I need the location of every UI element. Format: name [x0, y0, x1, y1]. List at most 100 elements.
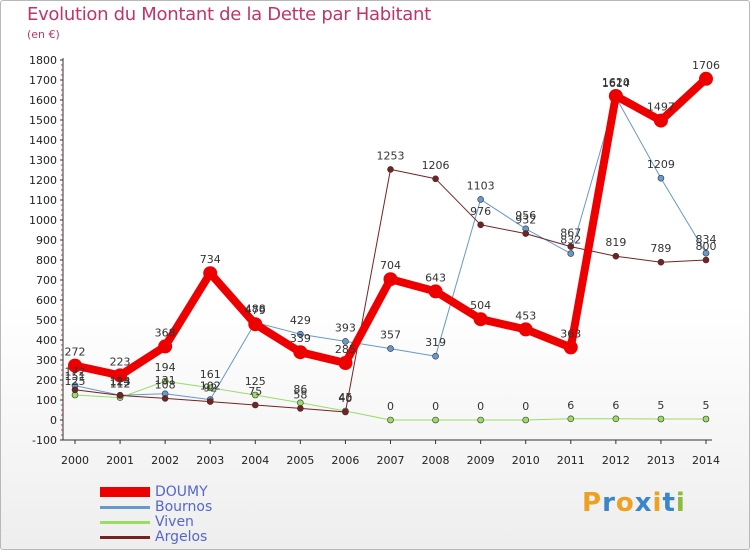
data-point-doumy [473, 312, 488, 327]
y-tick-label: 1400 [29, 134, 57, 147]
data-point-doumy [248, 317, 263, 332]
x-tick-label: 2000 [61, 454, 89, 467]
data-point-viven [567, 415, 575, 423]
data-point-viven [251, 391, 259, 399]
y-tick-label: 300 [36, 354, 57, 367]
data-label-doumy: 363 [560, 327, 581, 340]
data-label-viven: 125 [245, 375, 266, 388]
data-label-doumy: 1620 [602, 76, 630, 89]
legend-swatch [100, 505, 150, 509]
data-label-bournos: 1103 [467, 179, 495, 192]
data-label-doumy: 479 [245, 304, 266, 317]
logo-letter: t [662, 488, 676, 518]
data-label-doumy: 223 [110, 355, 131, 368]
y-tick-label: 1200 [29, 174, 57, 187]
y-tick-label: 200 [36, 374, 57, 387]
data-label-argelos: 123 [110, 375, 131, 388]
x-tick-label: 2007 [377, 454, 405, 467]
x-tick-label: 2003 [196, 454, 224, 467]
data-label-viven: 45 [338, 391, 352, 404]
legend-swatch [100, 535, 150, 539]
data-point-viven [612, 415, 620, 423]
data-point-argelos [567, 243, 575, 250]
logo-letter: o [615, 488, 635, 518]
data-label-argelos: 976 [470, 205, 491, 218]
y-tick-label: 1700 [29, 74, 57, 87]
x-tick-label: 2010 [512, 454, 540, 467]
chart-title: Evolution du Montant de la Dette par Hab… [27, 4, 431, 25]
proxiti-logo: Proxiti [582, 488, 686, 518]
data-label-argelos: 92 [203, 382, 217, 395]
logo-letter: i [652, 488, 663, 518]
data-label-bournos: 131 [155, 374, 176, 387]
data-point-doumy [428, 284, 443, 299]
x-tick-label: 2014 [692, 454, 720, 467]
y-tick-label: 1000 [29, 214, 57, 227]
logo-letter: x [634, 488, 653, 518]
y-tick-label: 100 [36, 394, 57, 407]
data-label-viven: 0 [477, 400, 484, 413]
data-label-argelos: 75 [248, 385, 262, 398]
x-tick-label: 2011 [557, 454, 585, 467]
legend-label: Bournos [155, 499, 213, 515]
data-label-viven: 0 [387, 400, 394, 413]
data-point-argelos [342, 408, 349, 416]
data-point-doumy [203, 266, 218, 281]
logo-letter: i [675, 488, 686, 518]
chart-subtitle: (en €) [27, 28, 60, 41]
legend-label: DOUMY [155, 484, 208, 500]
legend-label: Viven [155, 514, 194, 530]
data-label-argelos: 932 [515, 214, 536, 227]
data-point-viven [522, 416, 530, 424]
data-label-argelos: 800 [696, 240, 717, 253]
data-label-bournos: 393 [335, 321, 356, 334]
data-label-bournos: 102 [200, 380, 221, 393]
data-point-argelos [522, 230, 530, 237]
data-point-viven [702, 415, 710, 423]
data-point-doumy [68, 358, 82, 373]
data-point-bournos [432, 352, 439, 360]
data-point-doumy [293, 345, 308, 360]
data-label-viven: 5 [657, 399, 664, 412]
y-tick-label: 1300 [29, 154, 57, 167]
data-label-viven: 112 [110, 378, 131, 391]
data-label-viven: 194 [155, 361, 176, 374]
data-label-doumy: 453 [515, 309, 536, 322]
data-point-argelos [657, 258, 665, 266]
data-label-doumy: 339 [290, 332, 311, 345]
data-label-argelos: 40 [338, 392, 352, 405]
y-tick-label: 500 [36, 314, 57, 327]
data-point-argelos [387, 166, 394, 173]
data-point-bournos [702, 249, 710, 257]
data-label-argelos: 1206 [422, 159, 450, 172]
data-point-viven [477, 416, 484, 424]
data-label-bournos: 429 [290, 314, 311, 327]
data-point-doumy [563, 340, 578, 355]
data-label-bournos: 357 [380, 329, 401, 342]
x-tick-label: 2004 [241, 454, 269, 467]
data-point-doumy [158, 339, 173, 354]
data-label-argelos: 108 [155, 378, 176, 391]
x-tick-label: 2013 [647, 454, 675, 467]
data-label-argelos: 58 [293, 388, 307, 401]
data-point-doumy [518, 322, 533, 337]
y-tick-label: 600 [36, 294, 57, 307]
data-point-argelos [612, 252, 620, 260]
y-tick-label: 400 [36, 334, 57, 347]
data-label-bournos: 956 [515, 209, 536, 222]
data-point-bournos [477, 196, 484, 203]
x-tick-label: 2001 [106, 454, 134, 467]
x-tick-label: 2005 [286, 454, 314, 467]
data-point-bournos [657, 174, 665, 182]
data-label-doumy: 285 [335, 343, 356, 356]
data-label-argelos: 789 [650, 242, 671, 255]
data-label-doumy: 1497 [647, 101, 675, 114]
y-tick-label: 1500 [29, 114, 57, 127]
data-point-doumy [383, 272, 398, 287]
data-point-viven [206, 384, 214, 392]
logo-letter: P [582, 488, 603, 518]
data-point-argelos [161, 395, 169, 402]
data-point-bournos [387, 345, 394, 352]
data-point-viven [432, 416, 439, 424]
y-tick-label: 0 [50, 414, 57, 427]
